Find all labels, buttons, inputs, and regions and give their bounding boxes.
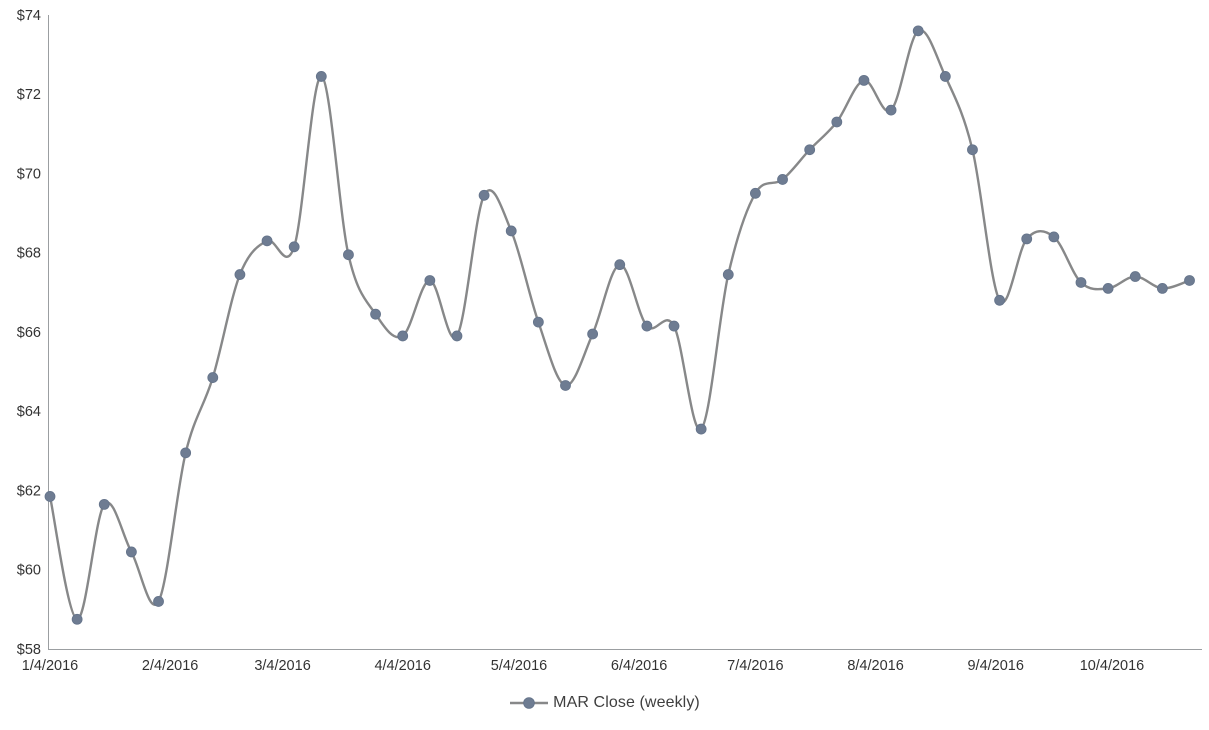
y-tick-label: $72 [17,87,41,103]
data-point-marker [207,372,219,383]
data-point-marker [44,491,56,502]
data-point-marker [261,235,273,247]
data-point-marker [858,74,870,86]
data-point-marker [1184,275,1195,286]
data-point-marker [994,294,1005,306]
data-point-marker [478,189,490,201]
data-point-marker [939,71,951,82]
data-point-marker [1129,271,1141,282]
data-point-marker [587,328,599,340]
x-tick-label: 5/4/2016 [491,658,547,674]
x-tick-label: 1/4/2016 [22,658,78,674]
data-point-marker [397,330,409,342]
y-tick-label: $62 [17,483,41,499]
y-tick-label: $60 [17,563,41,579]
data-point-marker [153,596,164,607]
x-tick-label: 3/4/2016 [254,658,310,674]
data-point-marker [424,275,436,286]
y-tick-label: $70 [17,166,41,182]
x-tick-label: 7/4/2016 [727,658,783,674]
x-tick-label: 4/4/2016 [374,658,430,674]
data-point-marker [885,104,897,116]
x-tick-label: 9/4/2016 [967,658,1023,674]
y-tick-label: $64 [17,404,41,420]
data-point-marker [288,241,300,253]
data-point-marker [1021,233,1033,245]
data-point-marker [505,225,517,237]
data-point-marker [668,320,680,332]
data-point-marker [98,498,110,510]
data-point-marker [722,269,734,280]
x-tick-label: 10/4/2016 [1080,658,1145,674]
data-point-marker [1048,231,1060,243]
data-point-marker [831,116,843,128]
data-point-marker [967,144,978,156]
data-point-marker [560,380,571,391]
series-line [48,29,1191,621]
data-point-marker [1075,277,1087,288]
data-point-marker [1156,283,1168,294]
data-point-marker [180,447,192,459]
x-tick-label: 2/4/2016 [142,658,198,674]
data-point-marker [370,308,381,320]
y-tick-label: $66 [17,325,41,341]
data-point-marker [343,249,354,261]
data-point-marker [532,316,544,328]
data-point-marker [912,25,924,37]
y-tick-label: $74 [17,8,41,24]
data-point-marker [1102,283,1114,294]
x-tick-label: 8/4/2016 [847,658,903,674]
data-point-marker [125,546,137,558]
data-point-marker [614,259,626,271]
data-point-marker [451,330,463,342]
data-point-marker [315,71,327,82]
data-point-marker [750,187,761,199]
data-point-marker [641,320,653,332]
data-point-marker [71,613,83,625]
data-point-marker [234,269,246,280]
data-point-marker [777,174,788,185]
y-tick-label: $68 [17,246,41,262]
y-tick-label: $58 [17,642,41,658]
data-point-marker [695,423,707,435]
x-tick-label: 6/4/2016 [611,658,667,674]
data-point-marker [804,144,816,156]
